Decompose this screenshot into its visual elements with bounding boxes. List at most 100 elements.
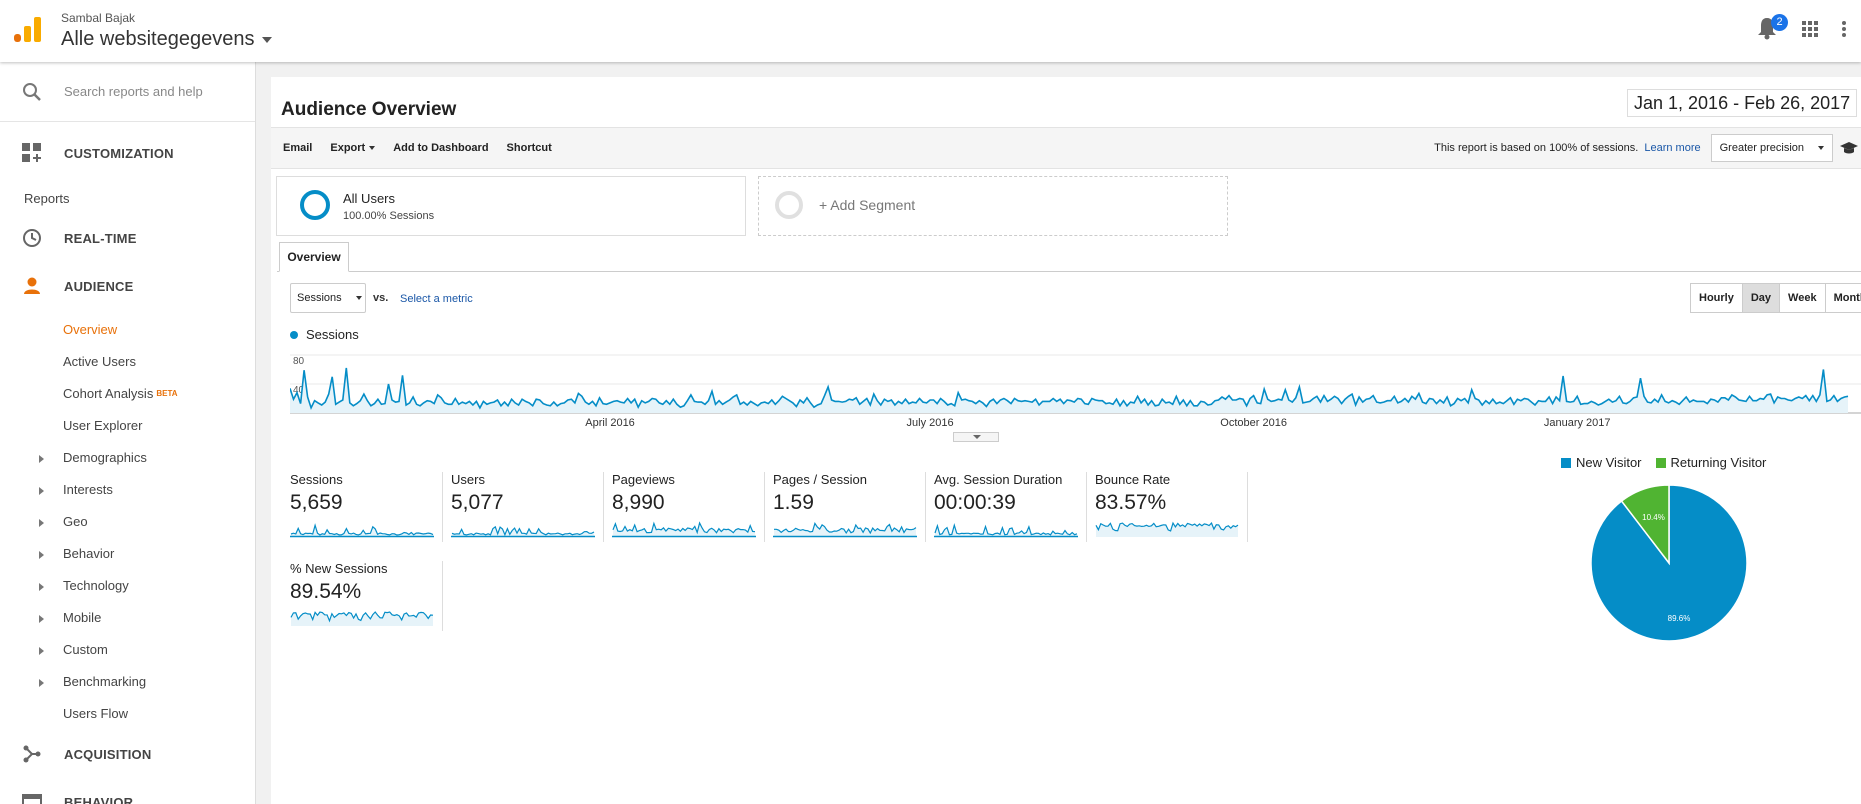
nav-audience-label: AUDIENCE [64, 278, 134, 294]
clock-icon [23, 229, 41, 247]
nav-acquisition[interactable]: ACQUISITION [0, 730, 255, 778]
notifications-button[interactable]: 2 [1757, 14, 1788, 42]
pie-slice-label: 10.4% [1642, 513, 1665, 522]
granularity-day[interactable]: Day [1741, 283, 1781, 313]
x-tick-label: July 2016 [907, 417, 954, 429]
sidebar-item-benchmarking[interactable]: Benchmarking [0, 666, 255, 698]
metric-card-new-sessions[interactable]: % New Sessions 89.54% [290, 561, 442, 631]
nav-customization[interactable]: CUSTOMIZATION [0, 122, 255, 184]
graduation-cap-icon[interactable] [1839, 141, 1859, 155]
metric-card-bounce-rate[interactable]: Bounce Rate 83.57% [1095, 472, 1247, 542]
legend-series-name: Sessions [306, 327, 359, 342]
property-view-selector[interactable]: Alle websitegegevens [61, 28, 273, 51]
metric-selector[interactable]: Sessions [290, 283, 366, 313]
chart-expand-toggle[interactable] [953, 432, 999, 442]
sidebar-item-mobile[interactable]: Mobile [0, 602, 255, 634]
add-to-dashboard-button[interactable]: Add to Dashboard [393, 142, 489, 154]
beta-badge: BETA [156, 389, 178, 398]
demographics-label: Demographics [63, 450, 147, 465]
behavior-label: Behavior [63, 546, 115, 561]
metric-selector-label: Sessions [297, 292, 342, 304]
granularity-toggle: Hourly Day Week Month [1690, 283, 1861, 313]
apps-grid-icon[interactable] [1801, 20, 1819, 38]
search-input[interactable] [64, 84, 244, 99]
metric-label: % New Sessions [290, 561, 388, 576]
custom-label: Custom [63, 642, 108, 657]
legend-dot [290, 330, 298, 339]
sidebar-item-geo[interactable]: Geo [0, 506, 255, 538]
x-tick-label: October 2016 [1220, 417, 1287, 429]
select-metric-link[interactable]: Select a metric [400, 293, 473, 305]
date-range-picker[interactable]: Jan 1, 2016 - Feb 26, 2017 [1627, 89, 1858, 117]
pie-legend: New Visitor Returning Visitor [1561, 455, 1766, 470]
granularity-month[interactable]: Month [1824, 283, 1861, 313]
mobile-label: Mobile [63, 610, 102, 625]
legend-swatch [1561, 458, 1571, 468]
sidebar-item-active-users[interactable]: Active Users [63, 354, 136, 369]
sparkline-line [774, 522, 917, 535]
sparkline-area [1096, 523, 1238, 537]
sampling-note: This report is based on 100% of sessions… [1434, 142, 1639, 154]
sparkline [934, 523, 1078, 538]
segment-all-users[interactable]: All Users 100.00% Sessions [276, 176, 746, 236]
sparkline [290, 523, 434, 538]
pie-legend-returning-label: Returning Visitor [1670, 455, 1767, 470]
chevron-down-icon [355, 296, 362, 300]
metric-label: Users [451, 472, 485, 487]
sidebar-item-user-explorer[interactable]: User Explorer [63, 418, 143, 433]
chevron-down-icon [1818, 146, 1824, 150]
nav-audience[interactable]: AUDIENCE [0, 262, 255, 310]
card-divider [925, 472, 926, 542]
sidebar-item-custom[interactable]: Custom [0, 634, 255, 666]
add-segment-button[interactable]: + Add Segment [819, 197, 916, 213]
benchmarking-label: Benchmarking [63, 674, 147, 689]
more-vert-icon[interactable] [1841, 20, 1847, 38]
metric-card-pageviews[interactable]: Pageviews 8,990 [612, 472, 764, 542]
analytics-logo-icon[interactable] [14, 16, 42, 44]
sidebar-item-behavior[interactable]: Behavior [0, 538, 255, 570]
sidebar-item-interests[interactable]: Interests [0, 474, 255, 506]
nav-behavior[interactable]: BEHAVIOR [0, 778, 255, 804]
granularity-hourly[interactable]: Hourly [1690, 283, 1743, 313]
tab-overview[interactable]: Overview [279, 242, 349, 272]
nav-realtime-label: REAL-TIME [64, 230, 137, 246]
pie-slice-returning-visitor[interactable] [1620, 484, 1670, 566]
shortcut-button[interactable]: Shortcut [506, 142, 552, 154]
precision-dropdown[interactable]: Greater precision [1710, 134, 1833, 162]
metric-value: 00:00:39 [934, 491, 1016, 514]
pie-legend-new: New Visitor [1561, 455, 1642, 470]
sidebar-item-demographics[interactable]: Demographics [0, 442, 255, 474]
sparkline [451, 525, 595, 538]
metric-card-pages-session[interactable]: Pages / Session 1.59 [773, 472, 925, 542]
expand-arrow-icon [39, 582, 44, 591]
sidebar-item-cohort-analysis[interactable]: Cohort Analysis BETA [0, 378, 255, 410]
person-icon [24, 277, 40, 294]
expand-arrow-icon [39, 550, 44, 559]
sparkline-line [1095, 521, 1239, 532]
expand-arrow-icon [39, 614, 44, 623]
metric-card-avg-duration[interactable]: Avg. Session Duration 00:00:39 [934, 472, 1086, 542]
expand-arrow-icon [39, 486, 44, 495]
granularity-week[interactable]: Week [1779, 283, 1826, 313]
search-icon [23, 82, 41, 101]
add-segment-slot[interactable]: + Add Segment [758, 176, 1228, 236]
learn-more-link[interactable]: Learn more [1644, 142, 1701, 154]
sparkline-area [774, 523, 916, 537]
metric-card-users[interactable]: Users 5,077 [451, 472, 603, 542]
nav-realtime[interactable]: REAL-TIME [0, 214, 255, 262]
metric-value: 89.54% [290, 580, 362, 603]
y-tick-label: 80 [293, 356, 305, 367]
metric-label: Sessions [290, 472, 343, 487]
email-button[interactable]: Email [283, 142, 313, 154]
export-button[interactable]: Export [330, 142, 376, 154]
metric-card-sessions[interactable]: Sessions 5,659 [290, 472, 442, 542]
sidebar-item-users-flow[interactable]: Users Flow [63, 706, 129, 721]
sidebar-item-technology[interactable]: Technology [0, 570, 255, 602]
acquisition-icon [23, 745, 41, 763]
metric-label: Avg. Session Duration [934, 472, 1063, 487]
pie-slice-new-visitor[interactable] [1590, 484, 1748, 642]
sparkline-area [452, 526, 594, 537]
sparkline-line [934, 523, 1078, 536]
sidebar-item-overview[interactable]: Overview [63, 322, 118, 337]
y-tick-label: 40 [293, 385, 305, 396]
